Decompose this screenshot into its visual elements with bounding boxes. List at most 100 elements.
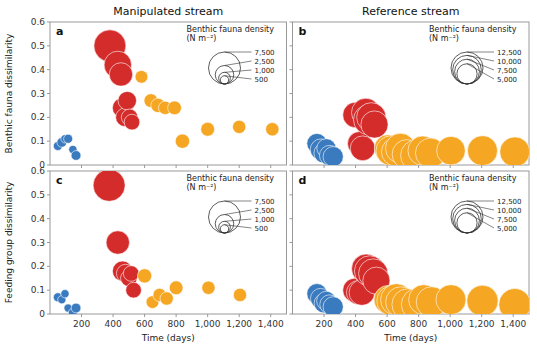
y-tick	[47, 218, 50, 219]
legend-leader	[467, 213, 494, 228]
x-tick-label: 1,000	[195, 319, 221, 329]
legend-circle	[457, 213, 477, 233]
panel-title: Manipulated stream	[113, 5, 223, 18]
bubble	[135, 70, 148, 83]
bubble	[71, 151, 81, 161]
y-tick	[290, 22, 293, 23]
bubble	[233, 120, 246, 133]
y-tick-label: 0.3	[31, 238, 45, 248]
legend-circle	[457, 64, 477, 84]
y-tick-label: 0.2	[31, 261, 45, 271]
y-tick	[290, 194, 293, 195]
plot-frame	[50, 171, 287, 314]
x-tick	[239, 165, 240, 168]
bubble	[109, 63, 132, 86]
x-tick	[481, 165, 482, 168]
panel-label: b	[299, 25, 307, 38]
legend-circle	[451, 52, 483, 84]
x-tick	[239, 314, 240, 317]
legend-label: 7,500	[497, 67, 517, 75]
legend-unit: (N m⁻²)	[429, 34, 459, 43]
y-tick	[47, 266, 50, 267]
bubbles	[307, 254, 529, 314]
y-tick	[290, 290, 293, 291]
bubble	[233, 288, 246, 301]
y-tick-label: 0.6	[31, 17, 46, 27]
x-tick	[355, 314, 356, 317]
x-tick-label: 400	[104, 319, 121, 329]
y-tick	[47, 69, 50, 70]
x-tick-label: 800	[168, 319, 185, 329]
bubble	[467, 285, 498, 314]
y-tick-label: 0.5	[31, 190, 45, 200]
x-tick	[387, 165, 388, 168]
bubble	[61, 290, 69, 298]
legend-title: Benthic fauna density	[429, 174, 517, 183]
x-tick-label: 1,200	[226, 319, 252, 329]
x-tick	[81, 314, 82, 317]
y-tick-label: 0	[39, 309, 45, 319]
legend-leader	[467, 52, 494, 53]
legend-label: 1,000	[255, 216, 275, 224]
bubble	[499, 288, 529, 314]
legend-leader	[225, 76, 252, 79]
x-tick-label: 800	[410, 319, 427, 329]
y-tick	[47, 141, 50, 142]
y-tick	[47, 314, 50, 315]
x-tick	[355, 165, 356, 168]
x-tick	[270, 314, 271, 317]
x-tick-label: 1,400	[258, 319, 284, 329]
x-tick	[418, 314, 419, 317]
x-tick	[270, 165, 271, 168]
size-legend: Benthic fauna density(N m⁻²)7,5002,5001,…	[187, 174, 275, 233]
y-tick-label: 0.2	[31, 112, 45, 122]
bubble	[169, 281, 183, 295]
y-tick	[290, 314, 293, 315]
bubble	[126, 282, 142, 298]
y-tick	[290, 45, 293, 46]
x-tick-label: 600	[136, 319, 153, 329]
bubble	[106, 231, 129, 254]
y-tick	[290, 171, 293, 172]
y-tick	[47, 194, 50, 195]
legend-unit: (N m⁻²)	[187, 183, 217, 192]
legend-label: 2,500	[255, 207, 275, 215]
size-legend: Benthic fauna density(N m⁻²)12,50010,000…	[429, 25, 522, 84]
legend-circle	[451, 201, 483, 233]
bubble	[64, 134, 73, 143]
x-tick	[387, 314, 388, 317]
legend-label: 5,000	[497, 225, 517, 233]
legend-title: Benthic fauna density	[429, 25, 517, 34]
legend-title: Benthic fauna density	[187, 25, 275, 34]
panel-label: d	[299, 174, 307, 187]
legend-label: 12,500	[497, 198, 522, 206]
y-tick	[47, 93, 50, 94]
y-tick-label: 0.3	[31, 89, 45, 99]
bubble	[361, 111, 388, 138]
y-axis-label: Benthic fauna dissimilarity	[4, 33, 14, 154]
x-tick	[450, 165, 451, 168]
x-tick	[81, 165, 82, 168]
y-tick	[47, 117, 50, 118]
legend-leader	[225, 70, 252, 72]
x-tick-label: 200	[315, 319, 332, 329]
panel: Reference streambBenthic fauna density(N…	[290, 5, 530, 171]
legend-label: 7,500	[255, 49, 275, 57]
legend-leader	[225, 61, 252, 66]
legend-circle	[215, 66, 233, 84]
panel: 00.10.20.30.40.50.6Manipulated streamBen…	[4, 5, 287, 170]
panel: 2004006008001,0001,2001,400Time (days)dB…	[290, 171, 531, 343]
legend-circle	[220, 225, 228, 233]
y-tick	[290, 218, 293, 219]
plot-frame	[293, 22, 530, 165]
bubble	[118, 91, 136, 109]
bubbles	[307, 98, 529, 165]
bubble	[201, 122, 215, 136]
size-legend: Benthic fauna density(N m⁻²)12,50010,000…	[429, 174, 522, 233]
y-tick	[290, 93, 293, 94]
plot-frame	[50, 22, 287, 165]
legend-label: 5,000	[497, 76, 517, 84]
y-tick	[47, 290, 50, 291]
chart: 00.10.20.30.40.50.6Manipulated streamBen…	[0, 0, 537, 350]
legend-unit: (N m⁻²)	[429, 183, 459, 192]
